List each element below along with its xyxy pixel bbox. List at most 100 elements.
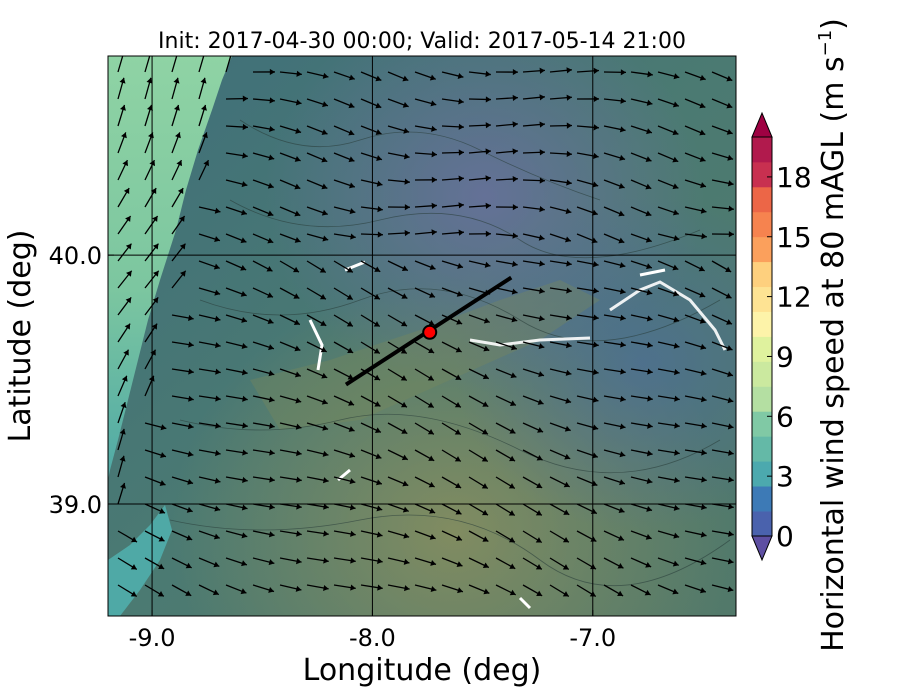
wind-vector-head <box>269 503 275 510</box>
wind-vector-head <box>700 587 706 594</box>
wind-vector-head <box>294 183 301 190</box>
wind-vector-head <box>323 584 329 592</box>
wind-vector-head <box>429 507 436 514</box>
wind-vector-head <box>427 402 434 408</box>
wind-vector-head <box>185 562 192 569</box>
wind-vector-head <box>562 591 569 597</box>
wind-vector-head <box>672 560 679 567</box>
wind-vector-head <box>728 503 734 510</box>
wind-vector-head <box>483 317 490 324</box>
wind-vector-head <box>620 341 626 348</box>
wind-vector-head <box>646 128 652 135</box>
wind-vector-head <box>296 450 302 457</box>
wind-vector-head <box>564 453 571 460</box>
wind-vector-head <box>455 346 462 353</box>
wind-vector-head <box>701 422 707 429</box>
wind-vector-head <box>535 537 542 543</box>
wind-vector-head <box>401 265 408 272</box>
wind-vector-head <box>593 287 599 294</box>
wind-vector-head <box>268 559 275 566</box>
wind-vector-head <box>402 101 409 108</box>
wind-vector-head <box>187 450 194 457</box>
wind-vector-head <box>482 401 489 407</box>
wind-vector-head <box>458 149 464 156</box>
wind-vector-head <box>725 266 732 273</box>
wind-vector-head <box>213 533 220 540</box>
wind-vector-head <box>509 455 516 462</box>
wind-vector-head <box>348 156 355 163</box>
wind-vector-head <box>539 67 545 74</box>
wind-vector-head <box>508 536 515 543</box>
wind-vector-head <box>566 150 572 158</box>
wind-vector-head <box>214 315 221 322</box>
wind-vector-head <box>125 243 132 250</box>
wind-vector-head <box>672 209 679 216</box>
colorbar-segment <box>752 486 772 512</box>
wind-vector-head <box>214 207 221 214</box>
wind-vector-head <box>377 206 383 213</box>
wind-vector-head <box>646 289 653 296</box>
wind-vector-head <box>485 202 491 209</box>
wind-vector <box>225 56 232 73</box>
wind-vector-head <box>150 188 157 195</box>
wind-vector-head <box>510 372 517 379</box>
wind-vector-head <box>348 129 355 136</box>
wind-vector-head <box>646 315 653 322</box>
wind-vector-head <box>241 181 248 188</box>
wind-vector-head <box>269 422 275 429</box>
wind-vector-head <box>458 202 464 209</box>
wind-vector-head <box>429 292 435 298</box>
wind-vector-head <box>427 375 434 381</box>
wind-vector-head <box>214 477 221 484</box>
wind-vector-head <box>673 342 680 349</box>
wind-vector-head <box>348 182 355 189</box>
wind-vector-head <box>158 535 165 542</box>
wind-vector-head <box>350 557 356 564</box>
wind-vector-head <box>160 452 166 459</box>
wind-vector-head <box>268 396 275 403</box>
wind-vector-head <box>215 395 221 402</box>
wind-vector-head <box>152 215 158 222</box>
wind-vector-head <box>404 204 410 211</box>
wind-vector-head <box>512 148 518 155</box>
wind-vector-head <box>401 293 408 299</box>
wind-vector-head <box>322 450 329 457</box>
wind-vector-head <box>188 368 194 375</box>
colorbar-segment <box>752 137 772 163</box>
wind-vector-head <box>123 188 130 195</box>
wind-vector-head <box>242 123 248 131</box>
wind-vector-head <box>429 264 436 271</box>
colorbar-segment <box>752 411 772 437</box>
colorbar-tick-label: 12 <box>776 281 812 314</box>
wind-vector-head <box>673 477 680 484</box>
wind-vector-head <box>188 341 194 348</box>
wind-vector-head <box>512 260 518 268</box>
wind-vector-head <box>241 560 247 567</box>
wind-vector-head <box>618 237 625 244</box>
wind-vector-head <box>349 478 356 485</box>
colorbar-segment <box>752 286 772 312</box>
colorbar-label-text: Horizontal wind speed at 80 mAGL (m s <box>816 56 851 652</box>
wind-vector-head <box>485 230 491 237</box>
y-axis-label: Latitude (deg) <box>3 230 38 443</box>
wind-vector-head <box>535 564 542 570</box>
wind-vector-head <box>376 531 383 538</box>
colorbar-label-close: ) <box>816 18 851 30</box>
wind-vector-head <box>376 180 383 187</box>
wind-vector-head <box>187 478 194 485</box>
wind-vector-head <box>647 368 653 375</box>
wind-vector-head <box>646 263 652 270</box>
wind-vector-head <box>509 428 516 434</box>
wind-vector-head <box>727 558 734 565</box>
colorbar-segment <box>752 261 772 288</box>
wind-vector-head <box>538 371 544 378</box>
wind-vector-head <box>294 210 301 217</box>
wind-vector-head <box>700 396 707 403</box>
wind-vector-head <box>727 397 734 404</box>
wind-vector-head <box>323 557 329 564</box>
wind-vector-head <box>296 70 302 77</box>
map-panel <box>108 56 736 616</box>
wind-vector-head <box>146 77 153 84</box>
wind-vector-head <box>269 449 275 456</box>
